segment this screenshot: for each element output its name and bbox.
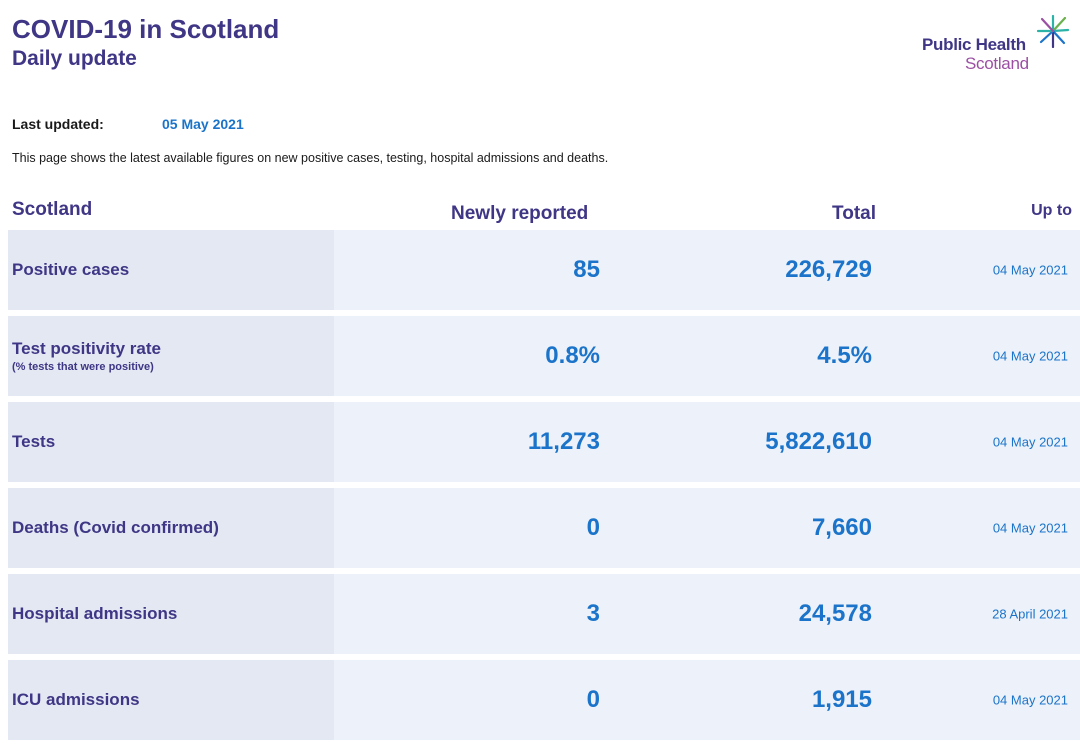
stats-table: Positive cases 85 226,729 04 May 2021 Te… [8,230,1080,746]
column-header-scotland: Scotland [12,199,93,220]
newly-reported-value: 0.8% [545,342,600,369]
newly-reported-value: 11,273 [527,428,600,455]
row-label: Positive cases [12,260,129,280]
row-label-text: ICU admissions [12,690,140,709]
row-label-cell: ICU admissions [8,660,334,740]
row-label-note: (% tests that were positive) [12,361,154,373]
page-title: COVID-19 in Scotland [12,14,280,44]
star-burst-icon [1036,14,1070,48]
table-row: Hospital admissions 3 24,578 28 April 20… [8,574,1080,654]
logo-text-line2: Scotland [965,54,1029,73]
row-label-text: Positive cases [12,260,130,279]
table-row: Tests 11,273 5,822,610 04 May 2021 [8,402,1080,482]
total-value: 4.5% [817,342,872,369]
total-value: 5,822,610 [765,428,872,455]
up-to-date: 04 May 2021 [992,520,1068,536]
row-label-cell: Positive cases [8,230,334,310]
intro-text: This page shows the latest available fig… [12,151,609,165]
newly-reported-value: 85 [573,256,600,283]
total-value: 1,915 [811,686,872,713]
row-label: Hospital admissions [12,604,177,624]
row-label: Deaths (Covid confirmed) [12,518,219,538]
up-to-date: 04 May 2021 [992,348,1068,364]
page-subtitle: Daily update [12,47,137,70]
row-label: Test positivity rate (% tests that were p… [12,339,161,373]
row-label: ICU admissions [12,690,140,710]
column-header-up-to: Up to [1031,202,1072,219]
row-label-text: Hospital admissions [12,604,178,623]
last-updated-label: Last updated: [12,116,104,132]
row-label-text: Test positivity rate [12,339,161,358]
row-label-text: Tests [12,432,56,451]
up-to-date: 04 May 2021 [992,262,1068,278]
newly-reported-value: 3 [586,600,600,627]
row-label-cell: Tests [8,402,334,482]
row-label-cell: Test positivity rate (% tests that were p… [8,316,334,396]
newly-reported-value: 0 [586,686,600,713]
up-to-date: 04 May 2021 [992,692,1068,708]
table-row: Positive cases 85 226,729 04 May 2021 [8,230,1080,310]
last-updated-value: 05 May 2021 [162,116,244,132]
column-header-total: Total [832,203,876,224]
table-row: ICU admissions 0 1,915 04 May 2021 [8,660,1080,740]
row-label-text: Deaths (Covid confirmed) [12,518,219,537]
total-value: 7,660 [811,514,872,541]
up-to-date: 28 April 2021 [992,606,1068,622]
row-label: Tests [12,432,55,452]
row-label-cell: Hospital admissions [8,574,334,654]
total-value: 24,578 [798,600,872,627]
table-row: Deaths (Covid confirmed) 0 7,660 04 May … [8,488,1080,568]
row-label-cell: Deaths (Covid confirmed) [8,488,334,568]
phs-logo: Public Health Scotland [918,14,1074,76]
up-to-date: 04 May 2021 [992,434,1068,450]
newly-reported-value: 0 [586,514,600,541]
total-value: 226,729 [785,256,872,283]
logo-text-line1: Public Health [922,35,1026,54]
table-row: Test positivity rate (% tests that were p… [8,316,1080,396]
column-header-newly-reported: Newly reported [451,203,589,224]
